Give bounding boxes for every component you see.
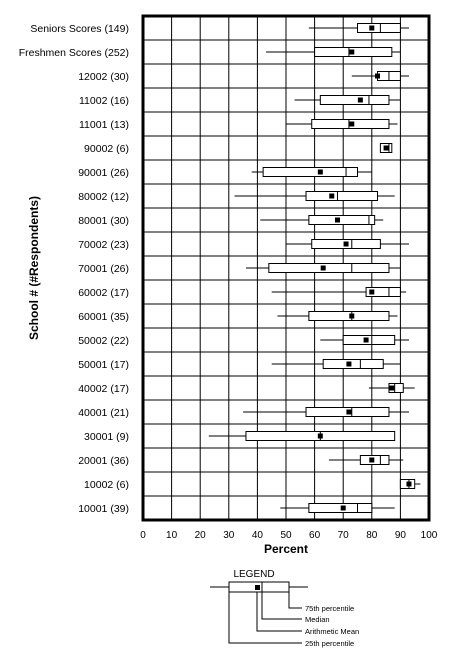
x-axis-title: Percent bbox=[264, 542, 308, 556]
category-label: 70002 (23) bbox=[78, 239, 129, 251]
category-label: 70001 (26) bbox=[78, 263, 129, 275]
legend-title: LEGEND bbox=[233, 569, 274, 580]
category-label: Freshmen Scores (252) bbox=[19, 47, 129, 59]
mean-marker bbox=[343, 241, 349, 247]
mean-marker bbox=[406, 481, 412, 487]
category-label: 40001 (21) bbox=[78, 407, 129, 419]
category-label: 60001 (35) bbox=[78, 311, 129, 323]
box-iqr bbox=[308, 311, 390, 321]
x-tick-labels: 0 10 20 30 40 50 60 70 80 90 100 bbox=[140, 530, 438, 541]
category-label: 11002 (16) bbox=[79, 95, 129, 107]
legend-leader-mean bbox=[256, 592, 302, 632]
category-label: 90001 (26) bbox=[78, 167, 129, 179]
category-label: 20001 (36) bbox=[78, 455, 129, 467]
legend-label-25th: 25th percentile bbox=[305, 639, 354, 648]
legend-leader-median bbox=[261, 592, 302, 620]
mean-marker bbox=[349, 313, 355, 319]
box-iqr bbox=[365, 287, 401, 297]
mean-marker bbox=[349, 121, 355, 127]
box-iqr bbox=[305, 191, 379, 201]
box-iqr bbox=[268, 263, 390, 273]
legend-mean-marker bbox=[255, 585, 260, 590]
category-label: 12002 (30) bbox=[78, 71, 129, 83]
x-tick-label: 30 bbox=[223, 530, 235, 541]
mean-marker bbox=[375, 73, 381, 79]
category-label: 40002 (17) bbox=[78, 383, 129, 395]
box-iqr bbox=[357, 23, 401, 33]
box-iqr bbox=[359, 455, 390, 465]
plot-frame bbox=[141, 14, 431, 522]
legend-label-mean: Arithmetic Mean bbox=[305, 627, 359, 636]
category-label: 10002 (6) bbox=[84, 479, 129, 491]
x-tick-label: 60 bbox=[309, 530, 321, 541]
legend-label-median: Median bbox=[305, 615, 330, 624]
category-label: 10001 (39) bbox=[78, 503, 129, 515]
category-label: 50002 (22) bbox=[78, 335, 129, 347]
box-series bbox=[208, 23, 421, 513]
mean-marker bbox=[369, 289, 375, 295]
mean-marker bbox=[389, 385, 395, 391]
x-tick-label: 0 bbox=[140, 530, 146, 541]
x-tick-label: 20 bbox=[195, 530, 207, 541]
category-label: 90002 (6) bbox=[84, 143, 129, 155]
legend-label-75th: 75th percentile bbox=[305, 604, 354, 613]
x-tick-label: 10 bbox=[166, 530, 178, 541]
mean-marker bbox=[369, 25, 375, 31]
box-iqr bbox=[322, 359, 384, 369]
legend-leader-25 bbox=[228, 592, 302, 644]
y-axis-title: School # (#Respondents) bbox=[27, 196, 41, 340]
mean-marker bbox=[369, 457, 375, 463]
category-label: 60002 (17) bbox=[78, 287, 129, 299]
category-label: 30001 (9) bbox=[84, 431, 129, 443]
x-tick-label: 70 bbox=[338, 530, 350, 541]
mean-marker bbox=[317, 433, 323, 439]
mean-marker bbox=[346, 409, 352, 415]
category-labels: Seniors Scores (149) Freshmen Scores (252… bbox=[19, 23, 129, 515]
box-iqr bbox=[308, 503, 373, 513]
x-tick-label: 50 bbox=[280, 530, 292, 541]
mean-marker bbox=[340, 505, 346, 511]
mean-marker bbox=[320, 265, 326, 271]
box-iqr bbox=[308, 215, 376, 225]
mean-marker bbox=[357, 97, 363, 103]
box-iqr bbox=[342, 335, 396, 345]
box-iqr bbox=[388, 383, 404, 393]
category-label: Seniors Scores (149) bbox=[30, 23, 129, 35]
mean-marker bbox=[317, 169, 323, 175]
mean-marker bbox=[334, 217, 340, 223]
category-label: 11001 (13) bbox=[79, 119, 129, 131]
category-label: 50001 (17) bbox=[78, 359, 129, 371]
mean-marker bbox=[349, 49, 355, 55]
legend-leader-75 bbox=[288, 592, 302, 609]
category-label: 80001 (30) bbox=[78, 215, 129, 227]
category-label: 80002 (12) bbox=[78, 191, 129, 203]
x-tick-label: 80 bbox=[366, 530, 378, 541]
x-tick-label: 90 bbox=[395, 530, 407, 541]
box-iqr bbox=[262, 167, 358, 177]
legend: LEGEND 75th percentile Median Arithmetic… bbox=[210, 569, 359, 648]
x-tick-label: 40 bbox=[252, 530, 264, 541]
mean-marker bbox=[363, 337, 369, 343]
mean-marker bbox=[383, 145, 389, 151]
mean-marker bbox=[329, 193, 335, 199]
x-tick-label: 100 bbox=[421, 530, 438, 541]
mean-marker bbox=[346, 361, 352, 367]
box-iqr bbox=[319, 95, 390, 105]
